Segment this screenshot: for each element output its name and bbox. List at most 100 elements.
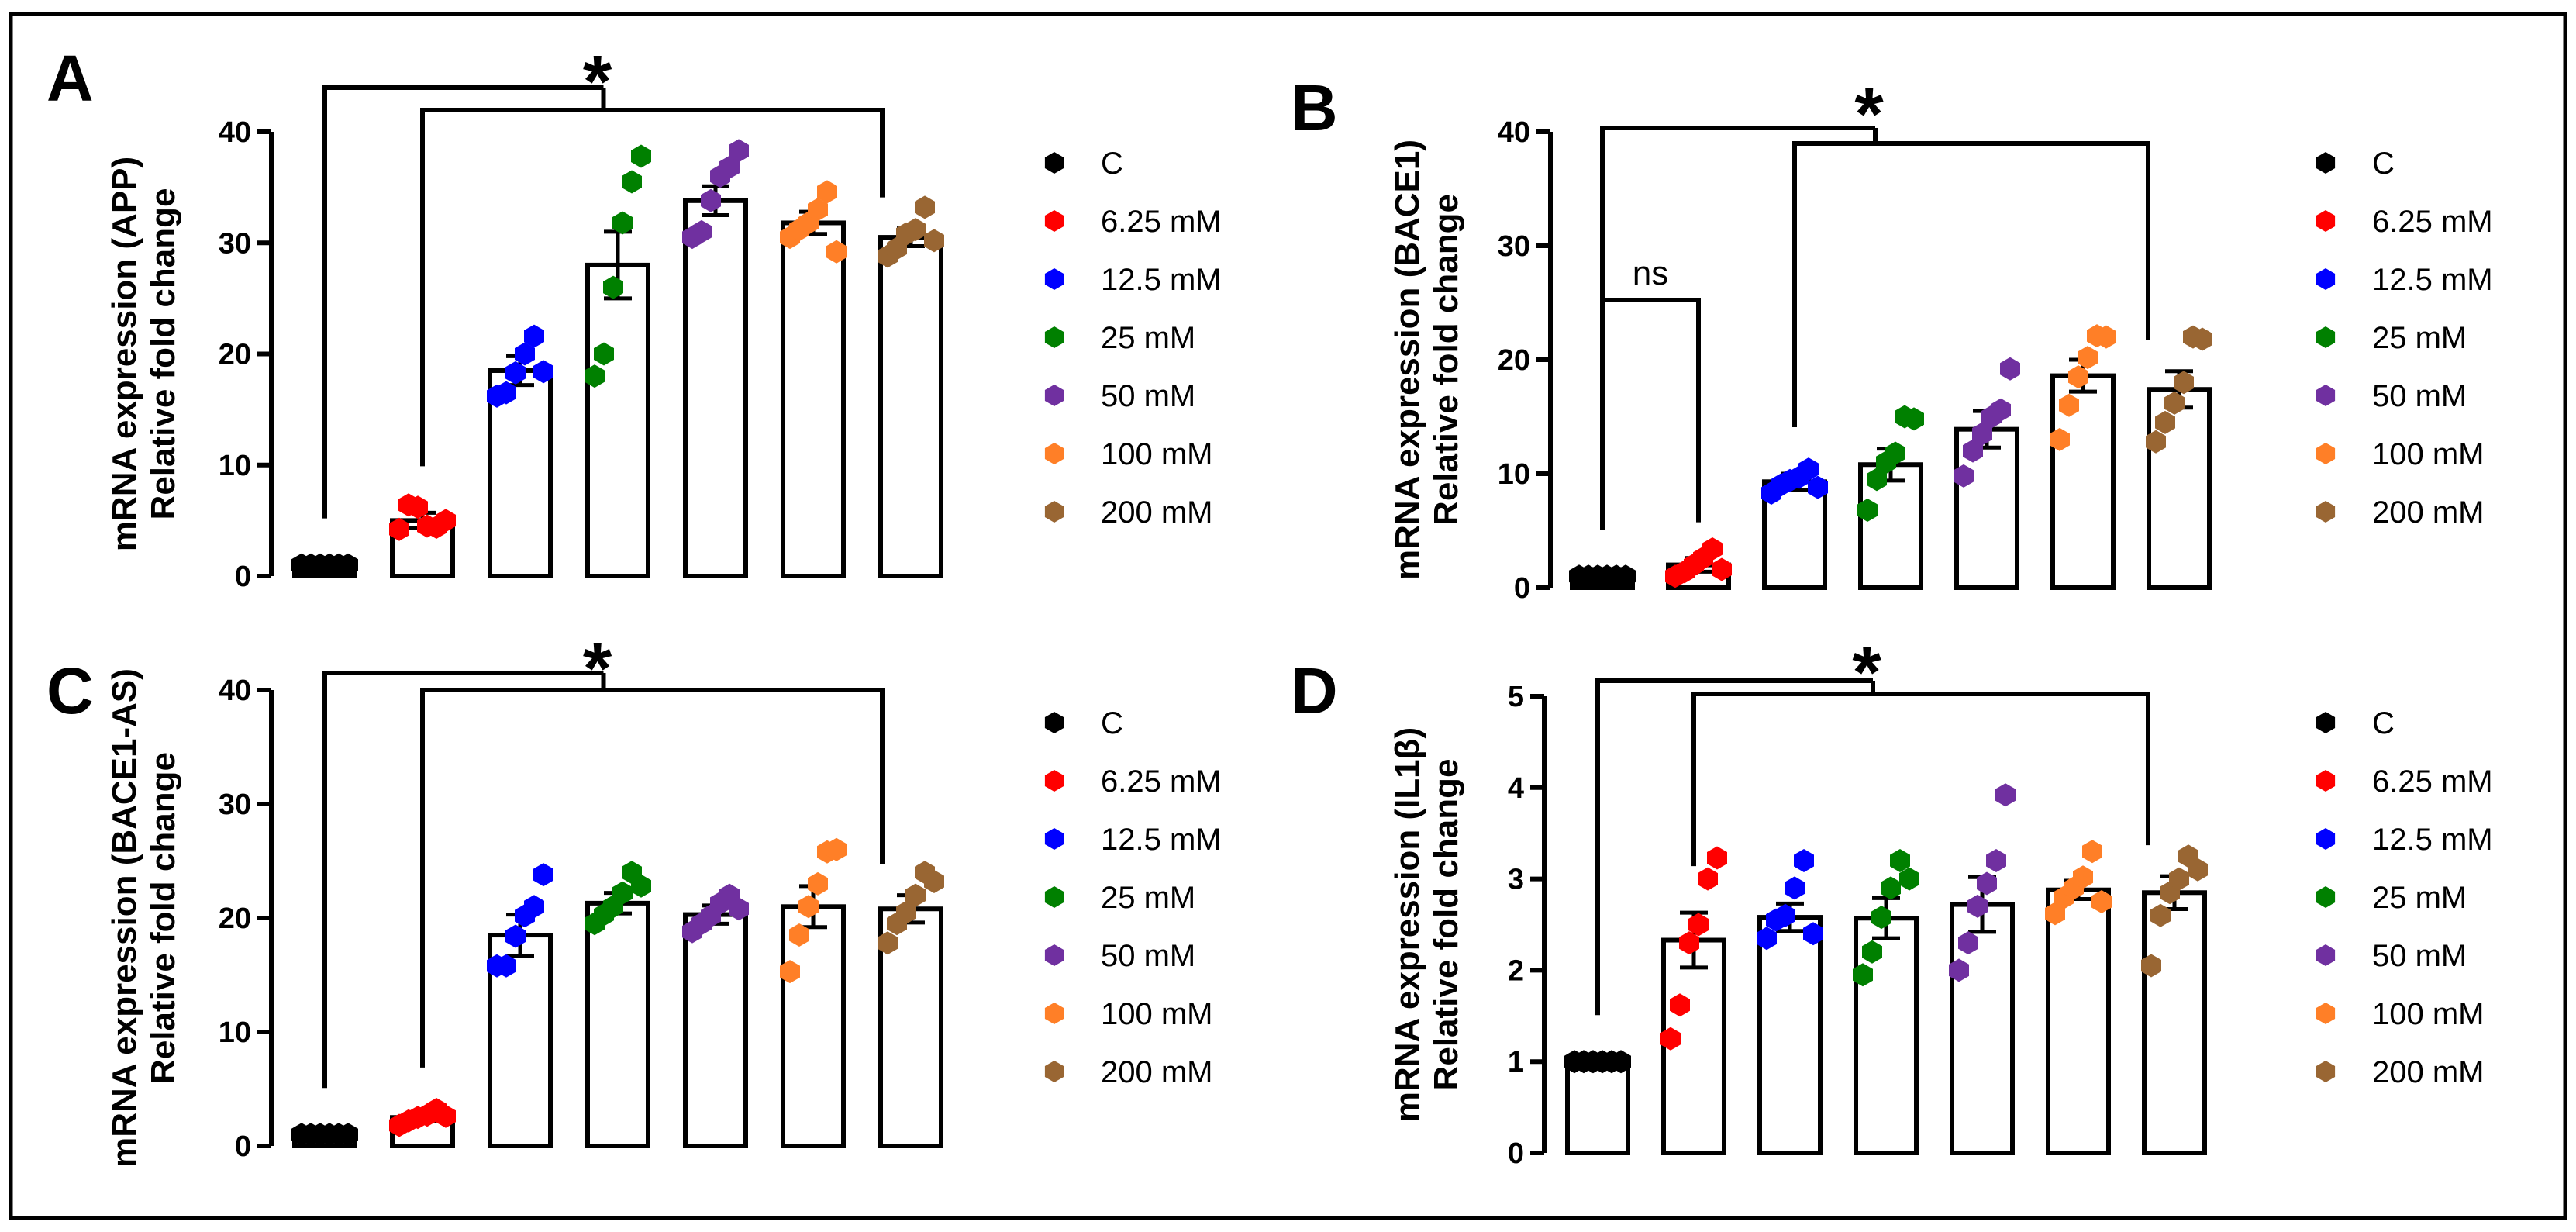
data-point — [2174, 371, 2194, 395]
data-point — [808, 871, 828, 896]
data-point — [505, 924, 526, 948]
legend-marker — [2316, 712, 2336, 733]
data-point — [603, 275, 623, 299]
y-tick-label: 40 — [1498, 116, 1530, 149]
data-point — [1885, 441, 1905, 465]
data-point — [826, 837, 847, 861]
data-point — [1775, 903, 1795, 927]
data-point — [1904, 407, 1924, 431]
data-point — [2091, 890, 2112, 913]
legend-marker — [1044, 385, 1064, 406]
legend-marker — [2316, 770, 2336, 792]
legend-marker — [2316, 886, 2336, 908]
data-point — [1785, 876, 1805, 900]
legend-item: 100 mM — [2316, 997, 2485, 1031]
y-tick-label: 30 — [219, 227, 251, 260]
legend-label: 12.5 mM — [1101, 823, 1222, 857]
y-tick-label: 0 — [235, 1130, 251, 1163]
legend-item: 12.5 mM — [2316, 263, 2493, 297]
y-tick-label: 10 — [219, 1016, 251, 1049]
legend-item: 6.25 mM — [2316, 205, 2493, 239]
legend-item: 6.25 mM — [1044, 205, 1222, 239]
data-point — [905, 883, 926, 907]
data-point — [1954, 464, 1974, 488]
y-axis-label: mRNA expression (APP) — [105, 157, 143, 551]
data-point — [2068, 365, 2088, 389]
legend-label: 25 mM — [2372, 881, 2467, 915]
data-point — [719, 155, 740, 179]
legend-marker — [1044, 443, 1064, 464]
legend-marker — [1044, 886, 1064, 908]
legend-label: 50 mM — [2372, 939, 2467, 973]
data-point — [533, 863, 553, 887]
data-point — [1798, 457, 1819, 481]
data-point — [2073, 865, 2093, 889]
data-point — [496, 954, 516, 978]
data-point — [1963, 439, 1983, 463]
legend-label: 100 mM — [2372, 997, 2485, 1031]
legend-item: 12.5 mM — [1044, 263, 1222, 297]
data-point — [2045, 902, 2065, 926]
y-axis-label: mRNA expression (BACE1) — [1388, 140, 1426, 580]
data-point — [1698, 867, 1718, 891]
legend-label: 200 mM — [2372, 1055, 2485, 1089]
data-point — [915, 195, 935, 219]
y-tick-label: 0 — [1508, 1137, 1524, 1170]
legend-item: 50 mM — [2316, 379, 2467, 413]
legend-marker — [2316, 443, 2336, 464]
bar-50mm — [683, 912, 748, 1148]
bar-100mm — [2050, 373, 2116, 590]
legend-item: 200 mM — [2316, 495, 2485, 530]
legend-item: 6.25 mM — [1044, 764, 1222, 799]
legend-item: C — [2316, 147, 2395, 181]
legend-label: 12.5 mM — [2372, 823, 2493, 857]
data-point — [1808, 475, 1828, 499]
y-axis-label: Relative fold change — [1427, 759, 1465, 1091]
data-point — [622, 170, 642, 194]
significance-bracket: * — [322, 627, 885, 1089]
data-point — [2000, 357, 2020, 381]
legend-marker — [2316, 1061, 2336, 1082]
y-tick-label: 30 — [1498, 230, 1530, 263]
data-point — [631, 144, 651, 168]
data-point — [1991, 398, 2011, 422]
data-point — [2096, 325, 2116, 349]
legend-item: 50 mM — [2316, 939, 2467, 973]
legend-marker — [1044, 1061, 1064, 1082]
y-tick-label: 10 — [219, 450, 251, 482]
legend-item: 25 mM — [2316, 881, 2467, 915]
y-tick-label: 20 — [1498, 344, 1530, 377]
legend-item: 200 mM — [1044, 1055, 1213, 1089]
legend-label: 50 mM — [1101, 939, 1195, 973]
bracket-line — [1792, 141, 2150, 427]
figure-border — [9, 12, 2567, 1220]
data-point — [2192, 327, 2212, 351]
y-axis-label: Relative fold change — [144, 188, 182, 520]
significance-bracket: * — [1595, 631, 2150, 1016]
data-point — [389, 517, 409, 541]
legend: C 6.25 mM 12.5 mM 25 mM 50 mM 100 mM 200 mM — [1044, 147, 1222, 530]
data-point — [2059, 393, 2079, 417]
legend-item: C — [1044, 706, 1123, 740]
legend-marker — [2316, 828, 2336, 850]
bracket-line — [322, 671, 604, 1089]
data-point — [691, 219, 712, 243]
data-point — [612, 211, 633, 235]
bar-100mm — [781, 904, 846, 1149]
legend-label: 12.5 mM — [2372, 263, 2493, 297]
bracket-line — [420, 108, 885, 467]
data-point — [1688, 913, 1709, 937]
significance-star: * — [583, 40, 612, 123]
legend-item: 12.5 mM — [2316, 823, 2493, 857]
y-tick-label: 4 — [1508, 772, 1524, 805]
legend-label: 200 mM — [1101, 495, 1213, 530]
bar-c — [1565, 1059, 1630, 1155]
legend: C 6.25 mM 12.5 mM 25 mM 50 mM 100 mM 200 mM — [1044, 706, 1222, 1089]
legend-marker — [2316, 210, 2336, 232]
data-point — [1660, 1027, 1681, 1051]
legend-label: 12.5 mM — [1101, 263, 1222, 297]
y-tick-label: 20 — [219, 339, 251, 371]
y-axis-label: mRNA expression (BACE1-AS) — [105, 668, 143, 1168]
